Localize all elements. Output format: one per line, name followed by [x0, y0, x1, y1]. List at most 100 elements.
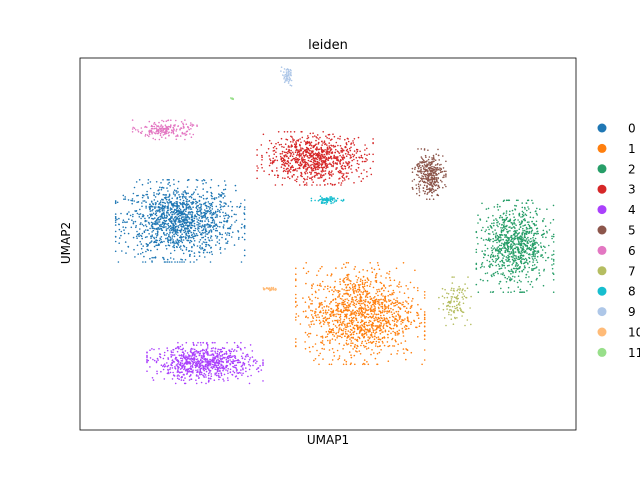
data-point: [381, 292, 383, 295]
data-point: [178, 241, 180, 244]
data-point: [199, 239, 202, 241]
data-point: [348, 273, 350, 276]
data-point: [188, 222, 191, 224]
data-point: [375, 276, 377, 278]
data-point: [522, 231, 524, 234]
data-point: [318, 289, 320, 291]
data-point: [169, 257, 172, 259]
data-point: [300, 163, 303, 166]
data-point: [313, 135, 316, 137]
data-point: [159, 355, 161, 358]
data-point: [261, 156, 263, 158]
data-point: [295, 168, 297, 170]
data-point: [165, 229, 168, 232]
data-point: [158, 228, 160, 230]
data-point: [314, 171, 316, 174]
data-point: [320, 146, 323, 149]
data-point: [123, 232, 126, 235]
data-point: [407, 302, 410, 305]
data-point: [192, 232, 195, 234]
data-point: [150, 241, 152, 243]
data-point: [341, 288, 343, 290]
data-point: [116, 218, 118, 221]
data-point: [345, 172, 348, 174]
data-point: [417, 317, 420, 320]
data-point: [167, 218, 170, 221]
data-point: [343, 307, 346, 309]
data-point: [341, 164, 344, 167]
data-point: [151, 348, 153, 350]
data-point: [298, 156, 301, 158]
data-point: [144, 220, 146, 223]
data-point: [392, 293, 394, 296]
data-point: [139, 240, 141, 243]
data-point: [219, 357, 221, 359]
data-point: [311, 158, 313, 161]
data-point: [503, 228, 505, 231]
data-point: [499, 214, 502, 217]
data-point: [182, 229, 185, 232]
data-point: [397, 334, 399, 336]
data-point: [498, 241, 501, 243]
data-point: [206, 345, 209, 347]
data-point: [316, 172, 319, 175]
data-point: [114, 221, 117, 223]
data-point: [342, 154, 344, 156]
data-point: [182, 191, 185, 193]
data-point: [227, 217, 229, 219]
data-point: [335, 148, 337, 151]
data-point: [161, 210, 164, 212]
data-point: [525, 228, 528, 230]
data-point: [205, 230, 208, 233]
data-point: [227, 240, 229, 243]
data-point: [376, 318, 379, 321]
data-point: [526, 246, 529, 248]
data-point: [206, 364, 208, 366]
data-point: [306, 167, 309, 170]
data-point: [204, 256, 206, 258]
data-point: [345, 360, 348, 363]
data-point: [149, 349, 151, 352]
data-point: [412, 297, 414, 300]
data-point: [144, 236, 147, 239]
data-point: [189, 261, 192, 263]
data-point: [492, 260, 495, 263]
data-point: [508, 226, 510, 229]
data-point: [507, 291, 510, 294]
data-point: [295, 146, 298, 148]
data-point: [396, 321, 398, 323]
data-point: [269, 158, 271, 160]
data-point: [484, 272, 487, 275]
data-point: [519, 226, 522, 228]
data-point: [223, 347, 226, 350]
data-point: [185, 356, 188, 359]
data-point: [212, 225, 215, 227]
data-point: [135, 235, 138, 238]
data-point: [350, 354, 352, 357]
data-point: [352, 298, 354, 301]
data-point: [189, 363, 192, 365]
data-point: [169, 232, 171, 234]
data-point: [359, 298, 361, 300]
data-point: [288, 146, 291, 148]
data-point: [521, 258, 523, 261]
data-point: [340, 309, 342, 311]
data-point: [243, 249, 246, 251]
data-point: [160, 229, 163, 231]
data-point: [523, 232, 526, 235]
data-point: [397, 332, 399, 335]
data-point: [299, 323, 302, 325]
data-point: [505, 243, 508, 245]
data-point: [385, 321, 388, 323]
data-point: [516, 237, 518, 240]
data-point: [527, 236, 529, 239]
data-point: [180, 354, 182, 357]
data-point: [172, 258, 175, 260]
data-point: [183, 196, 186, 198]
data-point: [493, 247, 496, 249]
data-point: [200, 354, 202, 357]
data-point: [525, 259, 528, 262]
data-point: [217, 375, 220, 377]
data-point: [371, 310, 373, 312]
data-point: [114, 217, 117, 219]
